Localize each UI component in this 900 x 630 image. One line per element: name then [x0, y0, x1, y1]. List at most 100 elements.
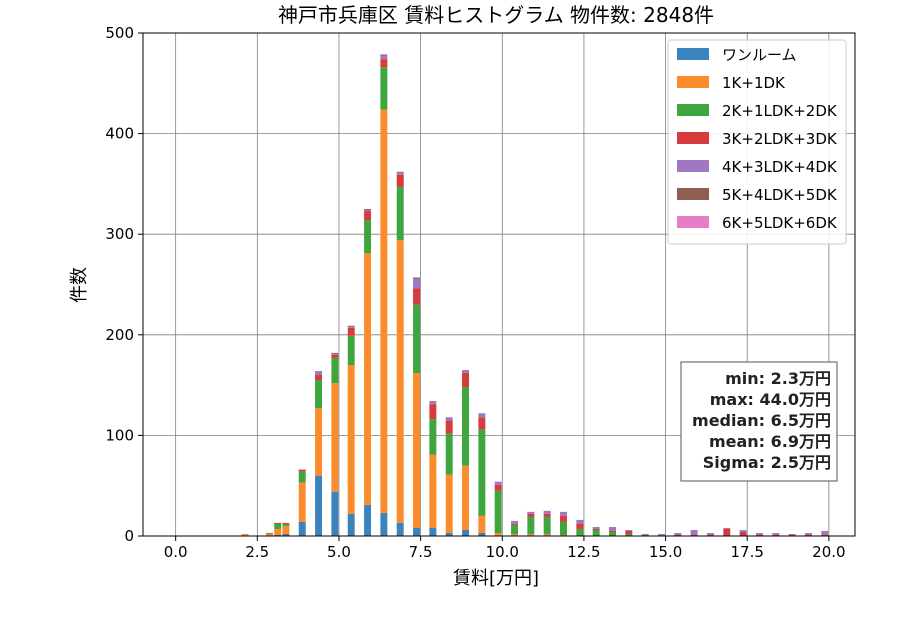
bar-segment	[331, 357, 339, 384]
bar-segment	[347, 335, 355, 365]
chart-title: 神戸市兵庫区 賃料ヒストグラム 物件数: 2848件	[278, 3, 714, 27]
bar-segment	[331, 491, 339, 536]
bar-segment	[625, 530, 633, 534]
plot-frame	[142, 32, 856, 537]
bar-segment	[429, 527, 437, 536]
legend-frame	[667, 39, 847, 245]
bar-segment	[527, 533, 535, 536]
bar-segment	[396, 240, 404, 523]
bar-segment	[274, 522, 282, 524]
bar-segment	[755, 532, 763, 535]
bar-segment	[641, 534, 649, 536]
legend-swatch	[677, 48, 709, 60]
bar-segment	[380, 109, 388, 513]
bar-segment	[543, 513, 551, 517]
bar-segment	[445, 532, 453, 536]
bar-segment	[543, 516, 551, 534]
bar-segment	[413, 277, 421, 279]
bar-segment	[511, 520, 518, 524]
bar-segment	[241, 533, 249, 536]
y-tick-label: 300	[105, 225, 134, 243]
bar-segment	[282, 523, 290, 526]
bar-segment	[380, 67, 388, 110]
bar-segment	[527, 513, 535, 517]
bar-segment	[331, 352, 339, 354]
bar-segment	[478, 417, 486, 430]
bar-segment	[723, 528, 731, 536]
legend-swatch	[677, 132, 709, 144]
bar-segment	[527, 516, 535, 534]
bar-segment	[511, 523, 518, 525]
bar-segment	[298, 482, 306, 522]
bar-segment	[380, 55, 388, 57]
bars-group	[241, 54, 829, 536]
bar-segment	[478, 429, 486, 516]
bar-segment	[462, 465, 470, 530]
x-tick-label: 0.0	[164, 543, 188, 561]
stats-frame	[680, 361, 838, 482]
bar-segment	[462, 387, 470, 466]
bar-segment	[804, 534, 812, 536]
legend-swatch	[677, 188, 709, 200]
bar-segment	[364, 211, 372, 221]
bar-segment	[298, 521, 306, 536]
x-tick-label: 7.5	[409, 543, 433, 561]
bar-segment	[331, 354, 339, 358]
legend: ワンルーム 1K+1DK 2K+1LDK+2DK 3K+2LDK+3DK 4K+3LDK…	[667, 39, 847, 245]
y-tick-label: 400	[105, 125, 134, 143]
bar-segment	[445, 420, 453, 434]
bar-segment	[274, 534, 282, 536]
x-tick-label: 10.0	[486, 543, 519, 561]
legend-swatch	[677, 160, 709, 172]
x-tick-label: 20.0	[812, 543, 845, 561]
bar-segment	[331, 353, 339, 355]
x-axis-label: 賃料[万円]	[453, 568, 539, 589]
bar-segment	[274, 528, 282, 535]
bar-segment	[706, 534, 714, 536]
bar-segment	[380, 512, 388, 536]
bar-segment	[576, 519, 584, 524]
bar-segment	[576, 523, 584, 529]
bar-segment	[413, 527, 421, 536]
x-tick-label: 5.0	[327, 543, 351, 561]
bar-segment	[347, 513, 355, 536]
bar-segment	[315, 371, 323, 376]
bar-segment	[364, 209, 372, 211]
bar-segment	[396, 186, 404, 241]
bar-segment	[478, 413, 486, 418]
bar-segment	[274, 523, 282, 529]
x-tick-label: 15.0	[649, 543, 682, 561]
legend-label: 5K+4LDK+5DK	[722, 186, 838, 204]
bar-segment	[315, 475, 323, 536]
bar-segment	[298, 469, 306, 472]
bar-segment	[494, 532, 502, 536]
bar-segment	[560, 515, 567, 522]
x-axis-ticks: 0.0 2.5 5.0 7.5 10.0 12.5 15.0 17.5 20.0	[164, 536, 846, 561]
y-tick-label: 200	[105, 326, 134, 344]
legend-label: 3K+2LDK+3DK	[722, 130, 838, 148]
bar-segment	[739, 531, 747, 536]
stats-line: max: 44.0万円	[710, 390, 831, 409]
bar-segment	[282, 525, 290, 534]
bar-segment	[347, 325, 355, 327]
bar-segment	[576, 528, 584, 536]
bar-segment	[364, 504, 372, 536]
bar-segment	[674, 532, 682, 535]
bar-segment	[396, 174, 404, 187]
bar-segment	[396, 171, 404, 173]
legend-label: 2K+1LDK+2DK	[722, 102, 838, 120]
bar-segment	[445, 433, 453, 475]
stats-line: min: 2.3万円	[725, 369, 831, 388]
bar-segment	[380, 59, 388, 68]
bar-segment	[445, 474, 453, 533]
bar-segment	[462, 373, 470, 388]
bar-segment	[396, 172, 404, 175]
bar-segment	[560, 511, 567, 516]
bar-segment	[331, 383, 339, 492]
bar-segment	[625, 533, 633, 536]
bar-segment	[788, 534, 796, 536]
bar-segment	[494, 490, 502, 533]
bar-segment	[543, 510, 551, 514]
bar-segment	[298, 471, 306, 483]
